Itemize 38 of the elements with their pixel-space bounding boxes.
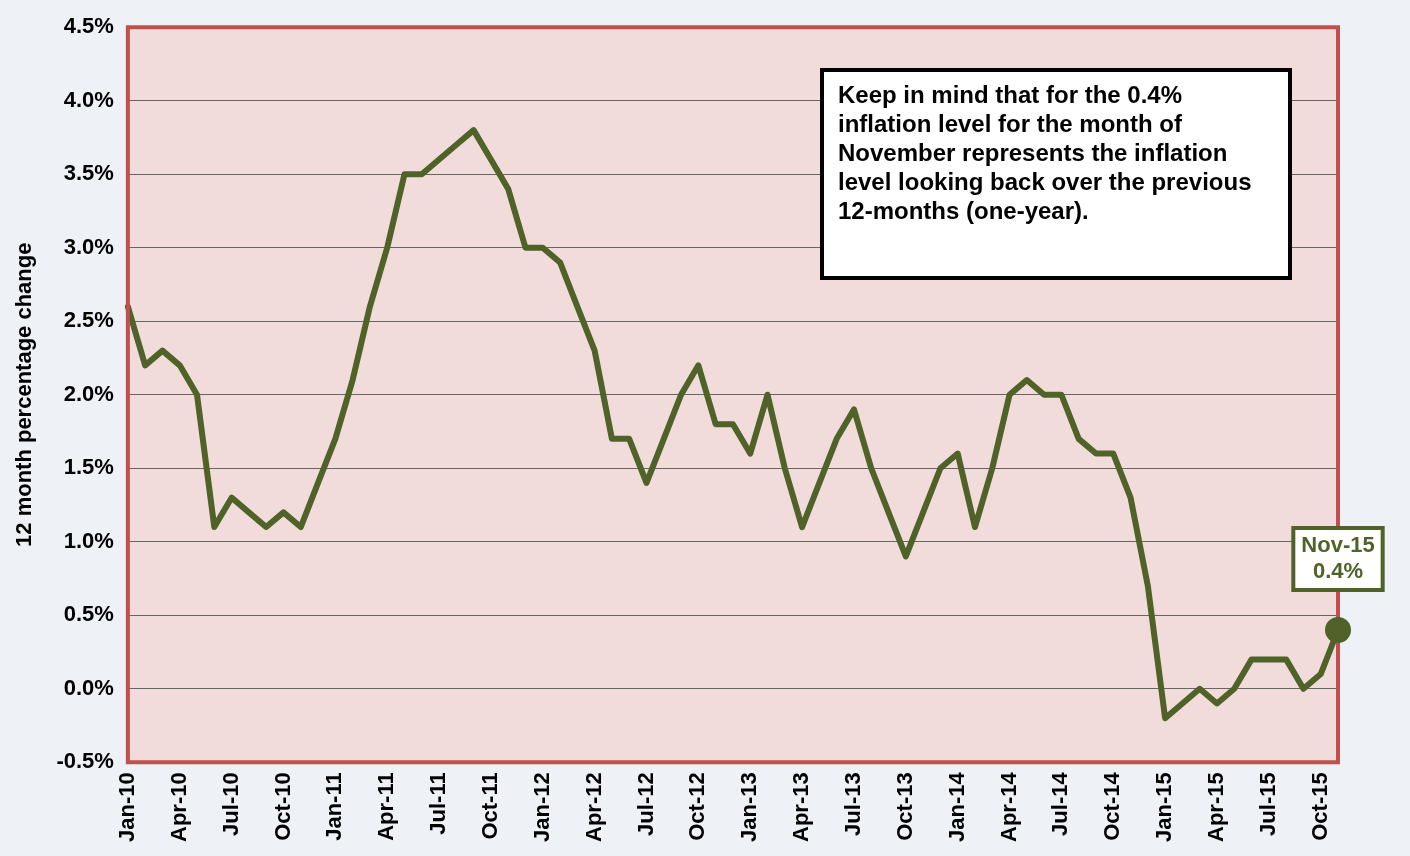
y-tick-label: 1.0% bbox=[63, 527, 114, 553]
x-tick-label: Oct-13 bbox=[891, 772, 917, 841]
x-tick-label: Jan-11 bbox=[321, 772, 347, 841]
x-tick-label: Jul-15 bbox=[1254, 772, 1280, 836]
y-axis-title: 12 month percentage change bbox=[11, 242, 37, 547]
x-tick-label: Jul-13 bbox=[840, 772, 866, 836]
x-tick-label: Apr-13 bbox=[788, 772, 814, 842]
x-tick-label: Jul-12 bbox=[632, 772, 658, 836]
y-tick-label: 2.0% bbox=[63, 380, 114, 406]
annotation: Nov-15 0.4% bbox=[1301, 532, 1375, 584]
x-tick-label: Oct-10 bbox=[269, 772, 295, 841]
x-tick-label: Oct-12 bbox=[684, 772, 710, 841]
y-tick-label: 2.5% bbox=[63, 307, 114, 333]
x-tick-label: Jan-15 bbox=[1151, 772, 1177, 843]
y-tick-label: 3.0% bbox=[63, 233, 114, 259]
y-tick-label: -0.5% bbox=[56, 748, 114, 774]
y-tick-label: 4.0% bbox=[63, 86, 114, 112]
x-tick-label: Oct-11 bbox=[476, 772, 502, 840]
x-tick-label: Jan-14 bbox=[943, 771, 969, 843]
x-tick-label: Apr-14 bbox=[995, 771, 1021, 842]
x-tick-label: Apr-15 bbox=[1203, 772, 1229, 842]
y-tick-label: 0.0% bbox=[63, 674, 114, 700]
x-tick-label: Oct-14 bbox=[1099, 771, 1125, 841]
x-tick-label: Jul-14 bbox=[1047, 771, 1073, 836]
y-tick-label: 4.5% bbox=[63, 13, 114, 39]
note-box: Keep in mind that for the 0.4% inflation level for the month of November represents the inflation level looking back over the previous 12-months (one-year). bbox=[820, 68, 1292, 280]
x-tick-label: Oct-15 bbox=[1306, 772, 1332, 841]
x-tick-label: Apr-11 bbox=[373, 772, 399, 841]
x-tick-label: Jul-10 bbox=[217, 772, 243, 836]
y-tick-label: 0.5% bbox=[63, 601, 114, 627]
y-tick-label: 1.5% bbox=[63, 454, 114, 480]
x-tick-label: Apr-10 bbox=[165, 772, 191, 842]
x-tick-label: Jan-10 bbox=[113, 772, 139, 843]
x-tick-label: Jul-11 bbox=[425, 772, 451, 835]
y-tick-label: 3.5% bbox=[63, 160, 114, 186]
x-tick-label: Jan-12 bbox=[528, 772, 554, 843]
x-tick-label: Apr-12 bbox=[580, 772, 606, 842]
x-tick-label: Jan-13 bbox=[736, 772, 762, 843]
